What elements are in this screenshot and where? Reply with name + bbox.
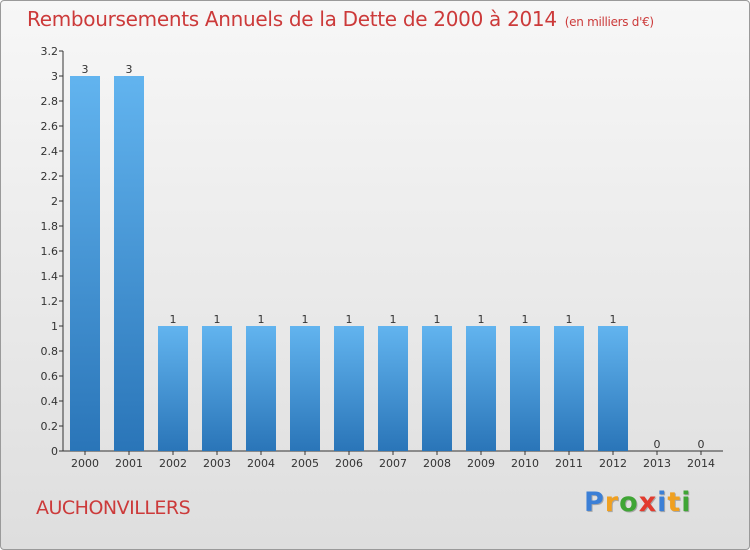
x-tick-label: 2009 <box>467 457 495 470</box>
y-tick-label: 0.8 <box>41 345 59 358</box>
x-tick-label: 2006 <box>335 457 363 470</box>
bar-2003 <box>202 326 232 451</box>
x-tick-label: 2001 <box>115 457 143 470</box>
data-label-2005: 1 <box>302 313 309 326</box>
logo-letter: r <box>604 487 620 518</box>
y-tick-label: 0.4 <box>41 395 59 408</box>
bar-2010 <box>510 326 540 451</box>
y-tick-label: 2.8 <box>41 95 59 108</box>
chart-unit: (en milliers d'€) <box>564 15 654 29</box>
bar-2012 <box>598 326 628 451</box>
data-label-2014: 0 <box>698 438 705 451</box>
bar-2006 <box>334 326 364 451</box>
y-tick-label: 0.6 <box>41 370 59 383</box>
bar-2011 <box>554 326 584 451</box>
x-tick-label: 2008 <box>423 457 451 470</box>
y-tick-label: 1 <box>51 320 58 333</box>
bar-2002 <box>158 326 188 451</box>
data-label-2001: 3 <box>126 63 133 76</box>
y-tick-label: 2.2 <box>41 170 59 183</box>
bar-2009 <box>466 326 496 451</box>
proxiti-logo: Proxiti <box>584 487 692 518</box>
x-tick-label: 2000 <box>71 457 99 470</box>
bar-2008 <box>422 326 452 451</box>
x-tick-label: 2004 <box>247 457 275 470</box>
x-tick-label: 2013 <box>643 457 671 470</box>
logo-letter: t <box>667 487 682 518</box>
data-label-2004: 1 <box>258 313 265 326</box>
data-label-2003: 1 <box>214 313 221 326</box>
y-tick-label: 0 <box>51 445 58 458</box>
logo-letter: P <box>584 487 605 518</box>
commune-name: AUCHONVILLERS <box>36 497 191 519</box>
y-tick-label: 2.4 <box>41 145 59 158</box>
data-label-2010: 1 <box>522 313 529 326</box>
data-label-2002: 1 <box>170 313 177 326</box>
data-label-2013: 0 <box>654 438 661 451</box>
x-tick-label: 2012 <box>599 457 627 470</box>
y-tick-label: 2 <box>51 195 58 208</box>
y-tick-label: 3 <box>51 70 58 83</box>
logo-letter: x <box>638 487 658 518</box>
x-tick-label: 2010 <box>511 457 539 470</box>
logo-letter: o <box>619 487 639 518</box>
y-tick-label: 1.6 <box>41 245 59 258</box>
x-tick-label: 2014 <box>687 457 715 470</box>
x-tick-label: 2011 <box>555 457 583 470</box>
data-label-2008: 1 <box>434 313 441 326</box>
x-tick-label: 2003 <box>203 457 231 470</box>
data-label-2011: 1 <box>566 313 573 326</box>
y-tick-label: 3.2 <box>41 45 59 58</box>
chart-bars <box>70 76 628 451</box>
chart-axes: 0 0.2 0.4 0.6 0.8 1 1.2 1.4 1.6 1.8 2 2.2 2.4 2.6 2.8 3… <box>41 45 723 458</box>
bar-2000 <box>70 76 100 451</box>
data-label-2007: 1 <box>390 313 397 326</box>
y-tick-label: 0.2 <box>41 420 59 433</box>
x-tick-label: 2002 <box>159 457 187 470</box>
x-tick-label: 2007 <box>379 457 407 470</box>
data-label-2012: 1 <box>610 313 617 326</box>
y-tick-label: 1.4 <box>41 270 59 283</box>
data-label-2000: 3 <box>82 63 89 76</box>
bar-2004 <box>246 326 276 451</box>
y-tick-label: 1.8 <box>41 220 59 233</box>
logo-letter: i <box>681 487 692 518</box>
data-label-2006: 1 <box>346 313 353 326</box>
logo-letter: i <box>657 487 668 518</box>
chart-title: Remboursements Annuels de la Dette de 20… <box>27 7 654 31</box>
chart-labels: 2000 3 2001 3 2002 1 2003 1 2004 1 2005 1 2006 1 2007 1… <box>71 63 715 470</box>
y-tick-label: 2.6 <box>41 120 59 133</box>
x-tick-label: 2005 <box>291 457 319 470</box>
bar-2005 <box>290 326 320 451</box>
chart-title-text: Remboursements Annuels de la Dette de 20… <box>27 7 557 31</box>
bar-2007 <box>378 326 408 451</box>
y-tick-label: 1.2 <box>41 295 59 308</box>
data-label-2009: 1 <box>478 313 485 326</box>
bar-2001 <box>114 76 144 451</box>
